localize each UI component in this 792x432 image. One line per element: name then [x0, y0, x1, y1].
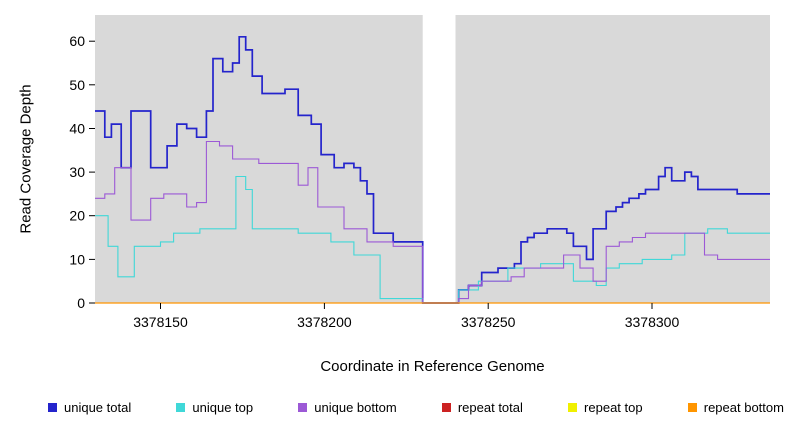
coverage-gap-region	[422, 15, 456, 303]
y-tick-label: 50	[69, 77, 85, 93]
legend-item-unique-bottom: unique bottom	[298, 400, 397, 415]
legend: unique total unique top unique bottom repea…	[48, 400, 784, 415]
y-tick-label: 10	[69, 251, 85, 267]
legend-swatch-unique-total	[48, 403, 57, 412]
y-tick-label: 30	[69, 164, 85, 180]
legend-item-unique-total: unique total	[48, 400, 131, 415]
y-axis-label: Read Coverage Depth	[17, 84, 35, 234]
legend-swatch-unique-bottom	[298, 403, 308, 412]
x-tick-label: 3378150	[133, 314, 188, 330]
legend-item-unique-top: unique top	[176, 400, 253, 415]
y-tick-label: 20	[69, 208, 85, 224]
x-tick-label: 3378200	[297, 314, 352, 330]
legend-item-repeat-total: repeat total	[441, 400, 523, 415]
legend-label: repeat total	[457, 400, 523, 415]
legend-label: repeat bottom	[703, 400, 784, 415]
x-tick-label: 3378300	[625, 314, 680, 330]
legend-swatch-unique-top	[176, 403, 186, 412]
x-tick-label: 3378250	[461, 314, 516, 330]
legend-swatch-repeat-bottom	[687, 403, 697, 412]
legend-label: unique bottom	[314, 400, 397, 415]
legend-swatch-repeat-total	[441, 403, 451, 412]
legend-label: unique total	[64, 400, 132, 415]
y-tick-label: 60	[69, 33, 85, 49]
y-tick-label: 0	[77, 295, 85, 311]
y-tick-label: 40	[69, 121, 85, 137]
legend-swatch-repeat-top	[568, 403, 578, 412]
series-unique-total	[95, 35, 770, 304]
legend-item-repeat-bottom: repeat bottom	[687, 400, 784, 415]
legend-item-repeat-top: repeat top	[568, 400, 643, 415]
plot-canvas: 3378150 3378200 3378250 3378300 0 10 20 30 40 50 6…	[69, 15, 770, 330]
series-unique-bottom	[95, 140, 770, 304]
legend-label: unique top	[192, 400, 254, 415]
x-axis-label: Coordinate in Reference Genome	[320, 358, 545, 375]
legend-label: repeat top	[584, 400, 643, 415]
